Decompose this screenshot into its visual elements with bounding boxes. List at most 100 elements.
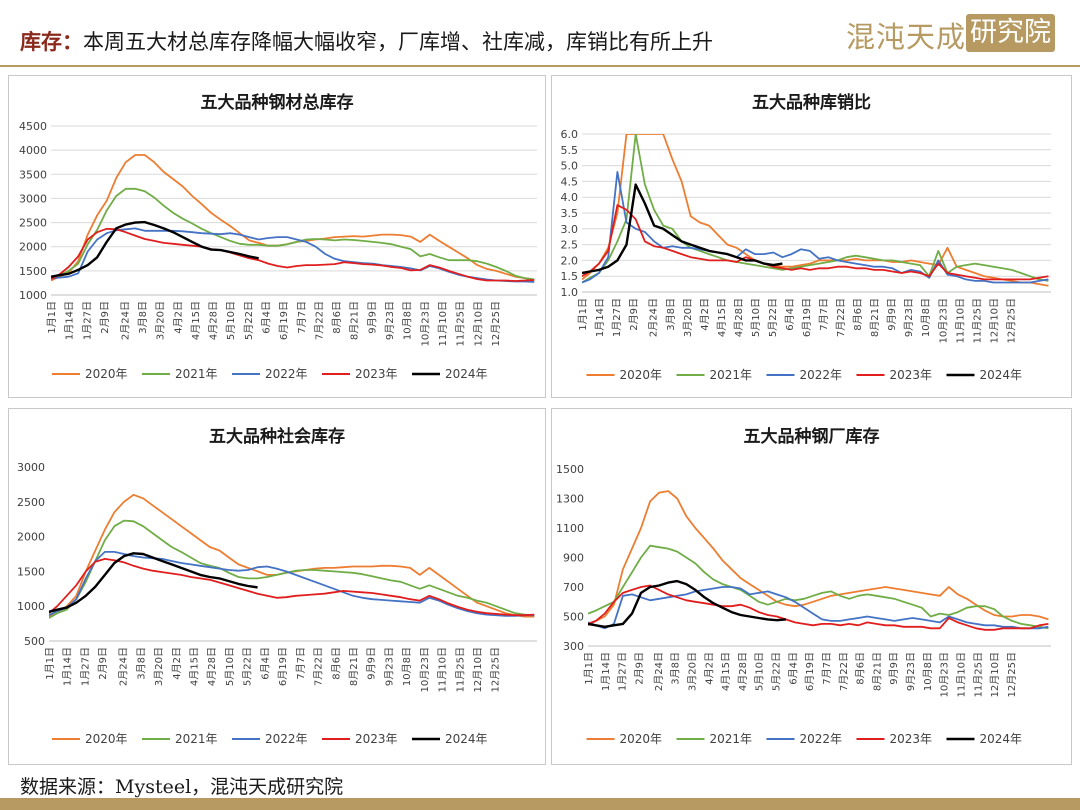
x-tick-label: 3月20日 — [153, 647, 165, 686]
y-tick-label: 1300 — [556, 493, 584, 506]
y-tick-label: 3.5 — [561, 207, 579, 220]
x-tick-label: 4月28日 — [208, 301, 220, 340]
x-tick-label: 4月15日 — [720, 652, 732, 691]
chart-svg: 五大品种社会库存 500 1000 1500 2000 2500 3000 1月1日 1月14日… — [17, 426, 537, 746]
chart-panel-mill-inventory: 五大品种钢厂库存 300 500 700 900 1100 1300 1500 1月1日 1月14… — [551, 408, 1072, 765]
chart-svg: 五大品种库销比 1.0 1.5 2.0 2.5 3.0 3.5 4.0 4.5 5.0 5.5 6.0… — [561, 92, 1051, 382]
x-tick-label: 9月23日 — [384, 301, 396, 340]
series-line — [588, 490, 1049, 627]
x-tick-label: 11月10日 — [954, 298, 966, 343]
x-tick-label: 12月25日 — [490, 647, 502, 692]
x-tick-label: 4月2日 — [172, 301, 184, 334]
y-tick-label: 4.5 — [561, 175, 579, 188]
header-divider — [0, 65, 1080, 67]
x-tick-label: 3月8日 — [665, 298, 677, 331]
y-tick-label: 4.0 — [561, 191, 579, 204]
y-tick-label: 1.5 — [561, 270, 579, 283]
x-tick-label: 6月19日 — [277, 647, 289, 686]
x-tick-label: 12月25日 — [1005, 298, 1017, 343]
series-line — [588, 586, 1049, 630]
y-tick-label: 4500 — [19, 120, 47, 133]
x-tick-label: 1月27日 — [617, 652, 629, 691]
series-line — [582, 204, 1049, 281]
x-tick-label: 8月6日 — [330, 647, 342, 680]
x-tick-label: 10月23日 — [937, 298, 949, 343]
series-line — [49, 493, 535, 618]
x-tick-label: 9月9日 — [366, 301, 378, 334]
x-tick-label: 12月25日 — [490, 301, 502, 346]
x-tick-label: 10月8日 — [920, 298, 932, 337]
x-tick-label: 1月14日 — [62, 647, 74, 686]
series-line — [49, 557, 535, 617]
x-tick-label: 6月19日 — [804, 652, 816, 691]
y-tick-label: 2000 — [19, 241, 47, 254]
x-tick-label: 5月22日 — [242, 647, 254, 686]
brand-logo: 混沌天成 研究院 — [846, 8, 1058, 56]
y-tick-label: 5.5 — [561, 144, 579, 157]
legend-label: 2022年 — [265, 367, 308, 381]
y-tick-label: 2.0 — [561, 254, 579, 267]
x-tick-label: 4月2日 — [703, 652, 715, 685]
x-tick-label: 6月4日 — [260, 301, 272, 334]
x-tick-label: 8月6日 — [855, 652, 867, 685]
x-tick-label: 11月25日 — [455, 301, 467, 346]
y-tick-label: 1500 — [17, 565, 45, 578]
legend-label: 2021年 — [710, 368, 753, 382]
x-tick-label: 7月7日 — [818, 298, 830, 331]
x-tick-label: 7月22日 — [835, 298, 847, 337]
x-tick-label: 5月10日 — [754, 652, 766, 691]
x-tick-label: 4月15日 — [190, 301, 202, 340]
legend-label: 2020年 — [620, 368, 663, 382]
header: 库存：本周五大材总库存降幅大幅收窄，厂库增、社库减，库销比有所上升 混沌天成 研… — [0, 0, 1080, 64]
x-tick-label: 6月19日 — [278, 301, 290, 340]
y-tick-label: 4000 — [19, 144, 47, 157]
legend-label: 2023年 — [890, 368, 933, 382]
chart-title: 五大品种钢材总库存 — [201, 92, 354, 113]
legend-label: 2022年 — [800, 368, 843, 382]
chart-panel-total-inventory: 五大品种钢材总库存 1000 1500 2000 2500 3000 3500 4000 450… — [8, 75, 546, 398]
x-tick-label: 7月22日 — [313, 301, 325, 340]
x-tick-label: 6月4日 — [787, 652, 799, 685]
series-line — [588, 544, 1049, 630]
x-tick-label: 7月7日 — [295, 647, 307, 680]
x-tick-label: 11月25日 — [971, 298, 983, 343]
x-tick-label: 4月28日 — [737, 652, 749, 691]
x-tick-label: 3月20日 — [682, 298, 694, 337]
logo-box-text: 研究院 — [966, 14, 1055, 52]
x-tick-label: 3月20日 — [686, 652, 698, 691]
x-tick-label: 2月9日 — [97, 647, 109, 680]
series-line — [582, 134, 1049, 287]
x-tick-label: 10月23日 — [939, 652, 951, 697]
chart-panel-inventory-sales-ratio: 五大品种库销比 1.0 1.5 2.0 2.5 3.0 3.5 4.0 4.5 5.0 5.5 6.0… — [551, 75, 1072, 398]
series-line — [49, 519, 535, 619]
y-tick-label: 5.0 — [561, 160, 579, 173]
x-tick-label: 2月24日 — [653, 652, 665, 691]
x-tick-label: 2月24日 — [119, 301, 131, 340]
legend-label: 2024年 — [445, 367, 488, 381]
y-tick-label: 6.0 — [561, 128, 579, 141]
series-line — [582, 134, 1049, 284]
x-tick-label: 1月1日 — [44, 647, 56, 680]
page-title: 库存：本周五大材总库存降幅大幅收窄，厂库增、社库减，库销比有所上升 — [20, 26, 713, 56]
x-tick-label: 12月25日 — [1006, 652, 1018, 697]
x-tick-label: 3月8日 — [670, 652, 682, 685]
x-tick-label: 1月14日 — [64, 301, 76, 340]
data-source-note: 数据来源：Mysteel，混沌天成研究院 — [20, 776, 344, 798]
x-tick-label: 11月10日 — [437, 301, 449, 346]
chart-title: 五大品种社会库存 — [209, 426, 345, 447]
x-tick-label: 7月7日 — [821, 652, 833, 685]
x-tick-label: 12月10日 — [472, 301, 484, 346]
x-tick-label: 1月1日 — [577, 298, 589, 331]
x-tick-label: 12月10日 — [472, 647, 484, 692]
y-tick-label: 1000 — [19, 289, 47, 302]
x-tick-label: 8月6日 — [331, 301, 343, 334]
y-tick-label: 1500 — [19, 265, 47, 278]
x-tick-label: 2月9日 — [633, 652, 645, 685]
x-tick-label: 5月10日 — [225, 301, 237, 340]
x-tick-label: 6月19日 — [801, 298, 813, 337]
x-tick-label: 3月8日 — [135, 647, 147, 680]
legend-label: 2023年 — [355, 732, 398, 746]
x-tick-label: 11月10日 — [955, 652, 967, 697]
x-tick-label: 8月21日 — [871, 652, 883, 691]
x-tick-label: 1月1日 — [46, 301, 58, 334]
